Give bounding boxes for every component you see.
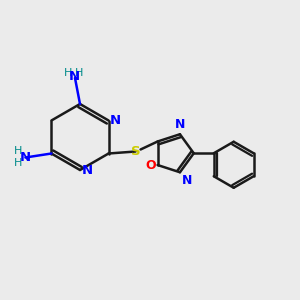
Text: N: N	[175, 118, 185, 131]
Text: H: H	[75, 68, 83, 78]
Text: O: O	[145, 158, 156, 172]
Text: H: H	[64, 68, 72, 78]
Text: H: H	[14, 146, 22, 157]
Text: N: N	[68, 70, 80, 83]
Text: N: N	[182, 174, 192, 187]
Text: H: H	[14, 158, 22, 169]
Text: S: S	[131, 145, 140, 158]
Text: N: N	[110, 114, 121, 127]
Text: N: N	[82, 164, 93, 176]
Text: N: N	[20, 151, 31, 164]
